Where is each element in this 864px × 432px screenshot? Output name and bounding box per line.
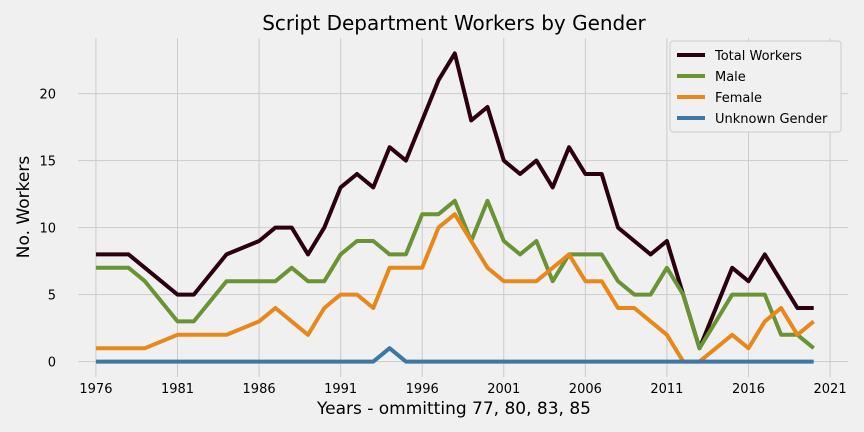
x-tick-label: 2016 [732,382,765,397]
x-tick-label: 1986 [243,382,276,397]
series-line-female [95,212,815,364]
legend-label-male: Male [715,70,746,85]
x-tick-label: 1976 [79,382,112,397]
legend-label-total-workers: Total Workers [714,49,802,64]
x-tick-label: 2021 [814,382,847,397]
x-tick-label: 2011 [650,382,683,397]
series-lines [95,51,815,364]
y-tick-label: 15 [39,155,56,170]
series-line-male [95,198,815,351]
x-tick-label: 1996 [406,382,439,397]
x-tick-label: 2006 [569,382,602,397]
y-axis-label: No. Workers [14,156,34,259]
legend: Total Workers Male Female Unknown Gender [669,40,842,133]
legend-label-female: Female [715,91,762,106]
y-tick-label: 10 [39,222,56,237]
x-axis-label: Years - ommitting 77, 80, 83, 85 [316,399,591,419]
chart-title: Script Department Workers by Gender [262,11,646,35]
x-gridlines [95,38,831,377]
x-tick-labels: 1976 1981 1986 1991 1996 2001 2006 2011 2016 2021 [79,382,846,397]
y-tick-labels: 0 5 10 15 20 [39,88,56,371]
y-tick-label: 0 [48,356,56,371]
legend-box [669,40,842,133]
x-tick-label: 1991 [324,382,357,397]
y-tick-label: 5 [48,289,56,304]
x-tick-label: 1981 [161,382,194,397]
series-line-unknown-gender [95,346,814,364]
legend-label-unknown-gender: Unknown Gender [715,112,828,127]
y-tick-label: 20 [39,88,56,103]
x-tick-label: 2001 [487,382,520,397]
series-line-total-workers [95,51,814,351]
